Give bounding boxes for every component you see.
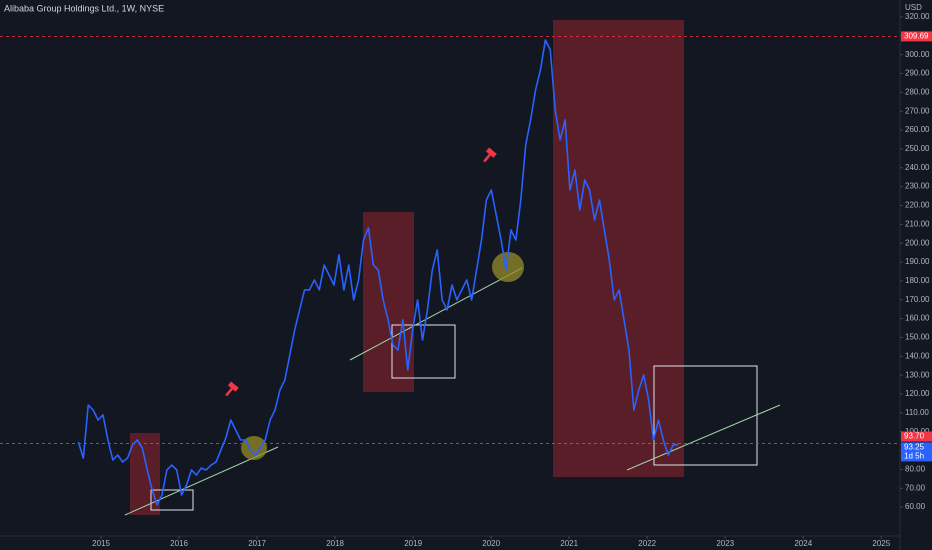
y-tick-label: 200.00 bbox=[905, 238, 930, 247]
y-tick-label: 210.00 bbox=[905, 219, 930, 228]
x-tick-label: 2015 bbox=[92, 539, 110, 548]
y-tick-label: 280.00 bbox=[905, 87, 930, 96]
price-tag bbox=[901, 431, 932, 442]
drawings bbox=[124, 20, 781, 516]
countdown-tag bbox=[901, 451, 932, 462]
y-tick-label: 180.00 bbox=[905, 276, 930, 285]
hammer-icon bbox=[483, 147, 497, 163]
box-drawing bbox=[653, 365, 758, 466]
y-tick-label: 220.00 bbox=[905, 201, 930, 210]
y-tick-label: 320.00 bbox=[905, 12, 930, 21]
highlight-circle bbox=[241, 436, 267, 460]
y-tick-label: 300.00 bbox=[905, 50, 930, 59]
y-tick-label: 140.00 bbox=[905, 351, 930, 360]
trend-line bbox=[349, 267, 523, 361]
x-tick-label: 2022 bbox=[638, 539, 656, 548]
highlight-zone bbox=[553, 20, 684, 477]
x-tick-label: 2019 bbox=[404, 539, 422, 548]
x-tick-label: 2020 bbox=[482, 539, 500, 548]
y-tick-label: 60.00 bbox=[905, 502, 926, 511]
highlight-zone bbox=[363, 212, 414, 392]
hammer-icon bbox=[225, 381, 239, 397]
y-tick-label: 160.00 bbox=[905, 314, 930, 323]
y-tick-label: 250.00 bbox=[905, 144, 930, 153]
y-tick-label: 130.00 bbox=[905, 370, 930, 379]
box-drawing bbox=[391, 324, 456, 379]
x-tick-label: 2017 bbox=[248, 539, 266, 548]
y-tick-label: 260.00 bbox=[905, 125, 930, 134]
y-tick-label: 230.00 bbox=[905, 182, 930, 191]
y-tick-label: 70.00 bbox=[905, 483, 926, 492]
y-tick-label: 170.00 bbox=[905, 295, 930, 304]
y-tick-label: 120.00 bbox=[905, 389, 930, 398]
price-tag bbox=[901, 31, 932, 42]
currency-label: USD bbox=[905, 3, 922, 12]
trend-line bbox=[626, 404, 781, 471]
y-tick-label: 290.00 bbox=[905, 69, 930, 78]
price-tag-label: 309.69 bbox=[904, 32, 929, 41]
x-tick-label: 2021 bbox=[560, 539, 578, 548]
price-tag-label: 93.70 bbox=[904, 432, 925, 441]
x-tick-label: 2023 bbox=[716, 539, 734, 548]
highlight-circle bbox=[492, 252, 524, 282]
y-tick-label: 80.00 bbox=[905, 465, 926, 474]
price-tag bbox=[901, 442, 932, 453]
y-tick-label: 100.00 bbox=[905, 427, 930, 436]
y-tick-label: 240.00 bbox=[905, 163, 930, 172]
countdown-label: 1d 5h bbox=[904, 452, 924, 461]
chart-title: Alibaba Group Holdings Ltd., 1W, NYSE bbox=[4, 3, 164, 13]
x-tick-label: 2025 bbox=[872, 539, 890, 548]
y-tick-label: 190.00 bbox=[905, 257, 930, 266]
price-line-series bbox=[77, 39, 679, 506]
highlight-zone bbox=[130, 433, 160, 515]
x-tick-label: 2024 bbox=[794, 539, 812, 548]
y-tick-label: 150.00 bbox=[905, 333, 930, 342]
box-drawing bbox=[150, 489, 194, 511]
x-tick-label: 2018 bbox=[326, 539, 344, 548]
price-tag-label: 93.25 bbox=[904, 443, 925, 452]
y-tick-label: 270.00 bbox=[905, 106, 930, 115]
x-tick-label: 2016 bbox=[170, 539, 188, 548]
y-tick-label: 110.00 bbox=[905, 408, 929, 417]
